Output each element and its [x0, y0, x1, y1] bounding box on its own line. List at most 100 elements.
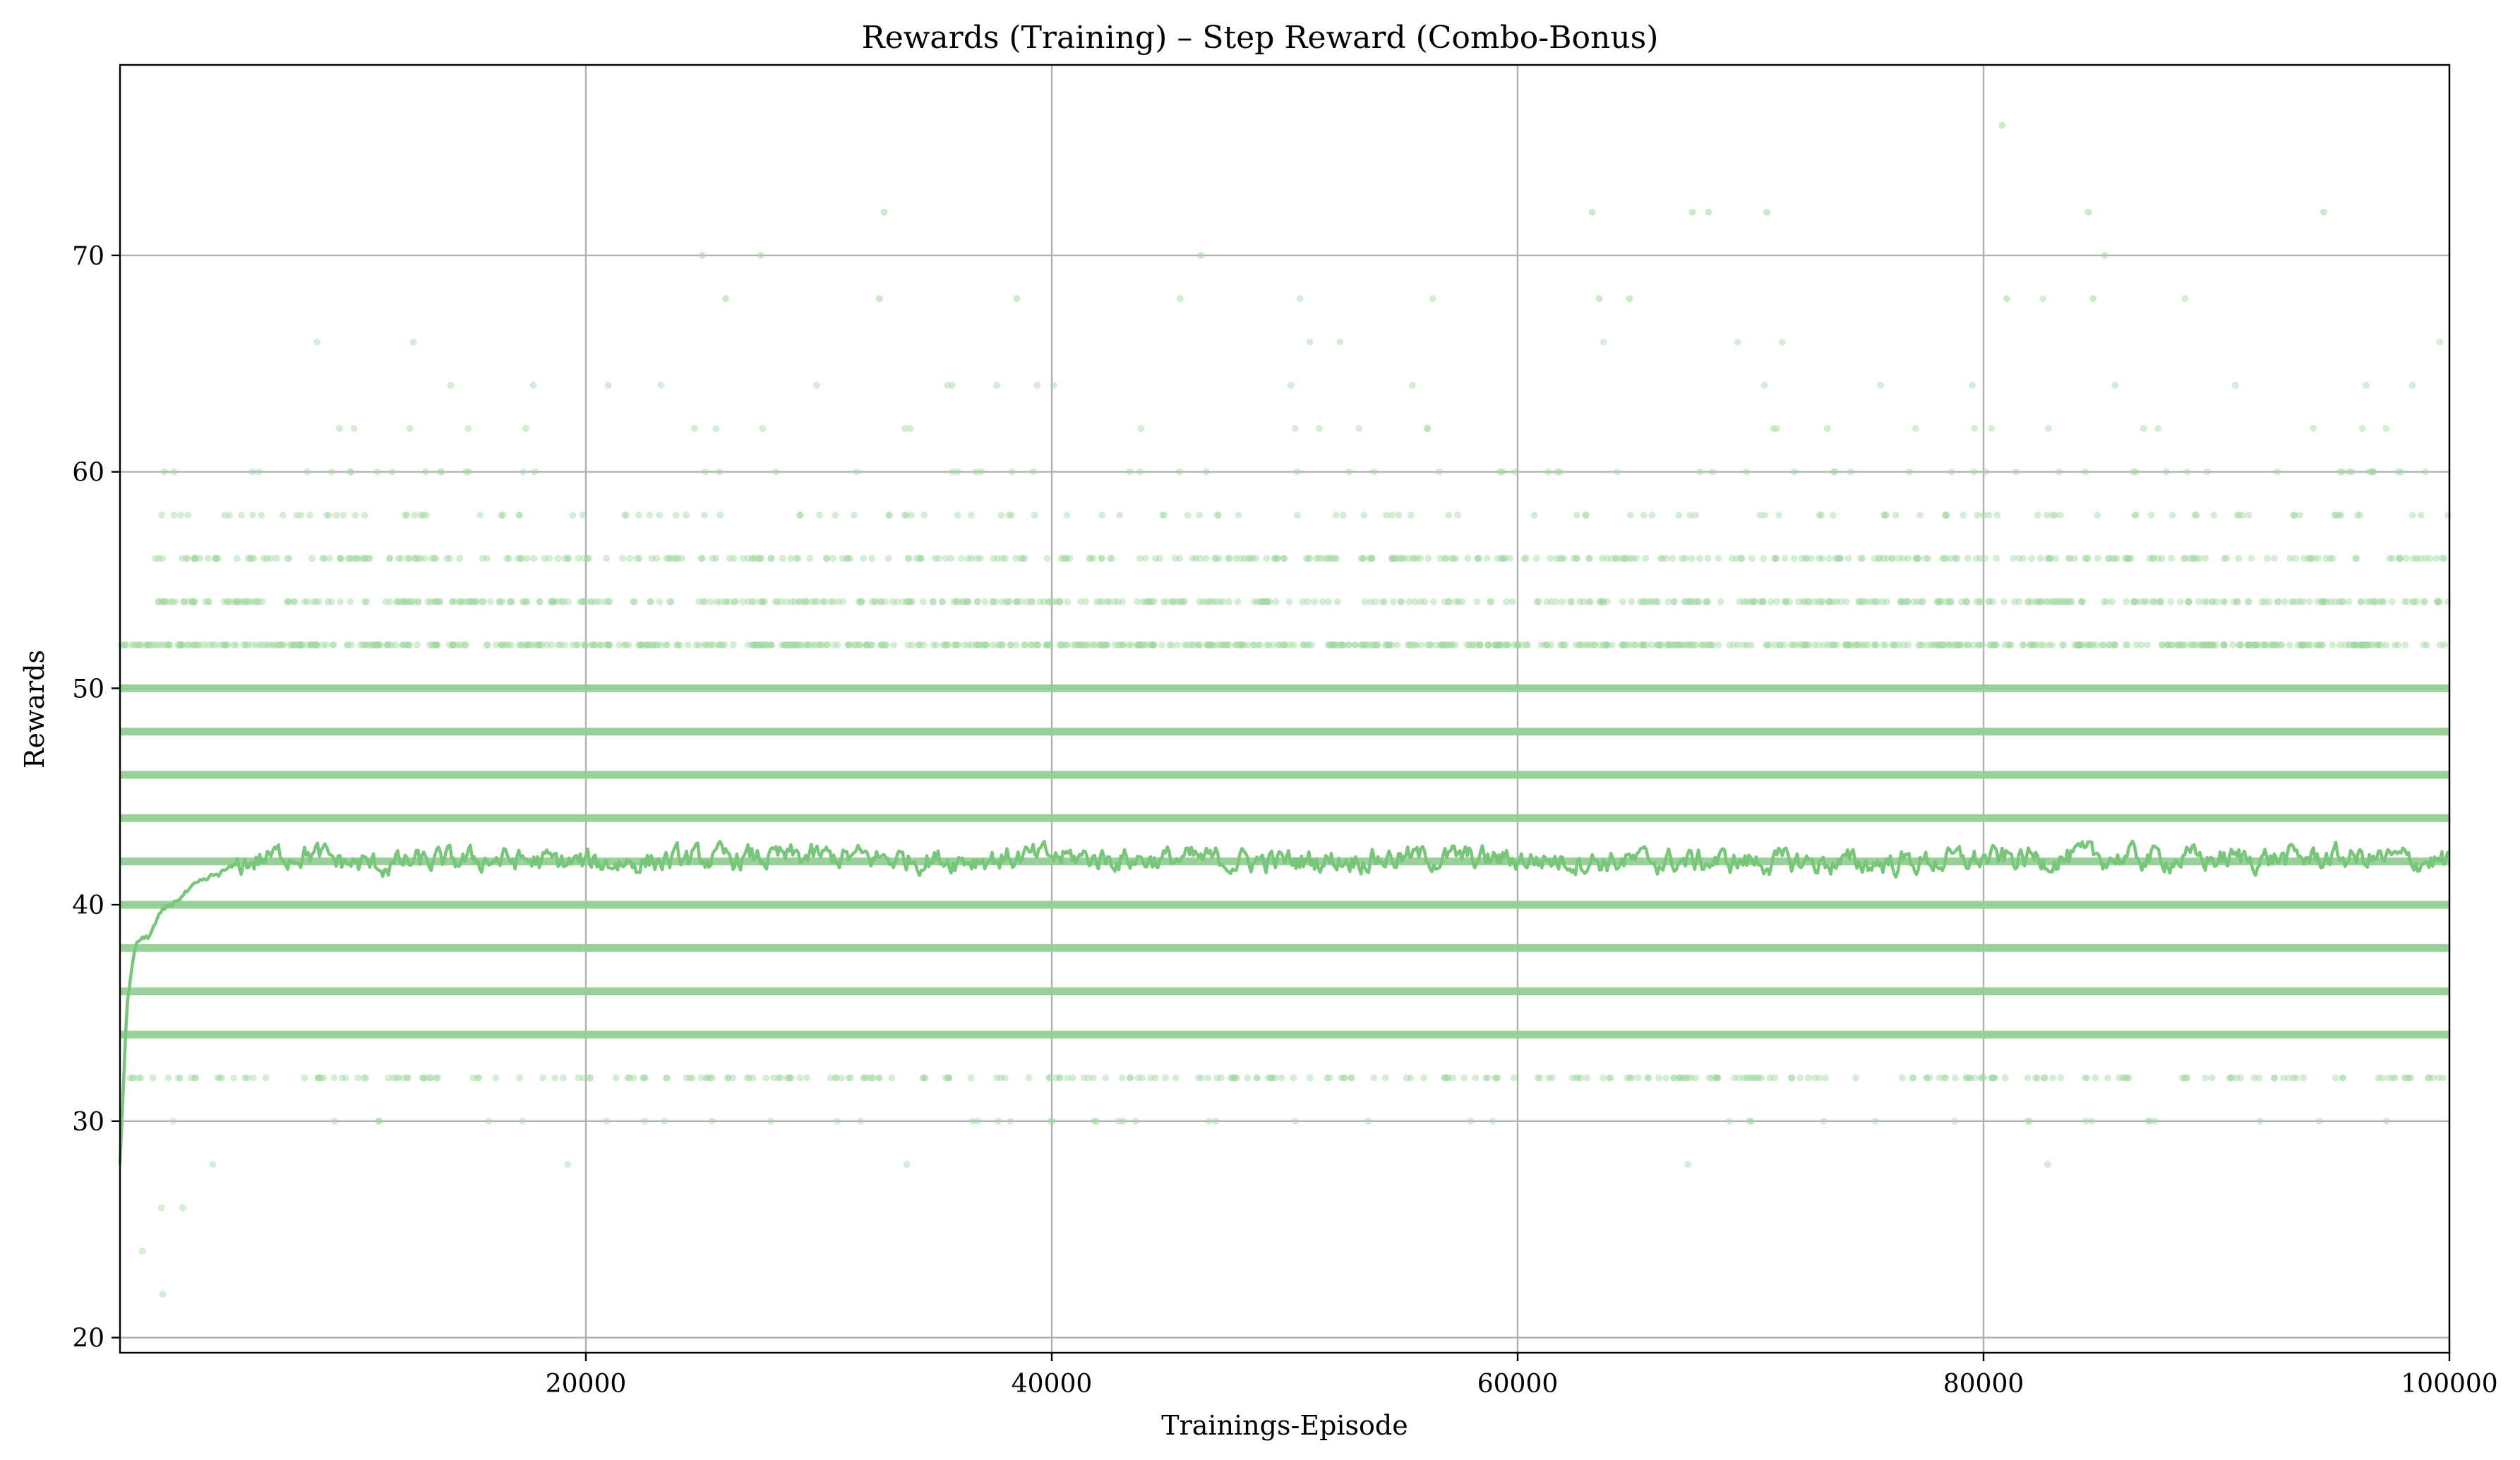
reward-point	[1871, 641, 1879, 649]
reward-point	[1028, 598, 1036, 605]
reward-point	[1045, 1074, 1053, 1082]
reward-point	[879, 641, 887, 649]
reward-point	[788, 598, 796, 605]
reward-point	[1939, 641, 1947, 649]
reward-point	[1713, 1074, 1721, 1082]
reward-point	[2265, 598, 2273, 605]
reward-point	[1667, 641, 1675, 649]
reward-point	[2290, 598, 2298, 605]
reward-point	[1290, 1074, 1297, 1082]
reward-point	[1369, 641, 1377, 649]
reward-point	[169, 1117, 177, 1125]
reward-point	[605, 641, 613, 649]
reward-point	[520, 598, 528, 605]
reward-point	[375, 641, 383, 649]
reward-point	[1655, 641, 1663, 649]
reward-point	[1205, 598, 1213, 605]
reward-point	[1499, 555, 1507, 562]
reward-point	[222, 641, 229, 649]
reward-point	[1087, 555, 1095, 562]
reward-point	[644, 641, 652, 649]
reward-point	[1902, 598, 1909, 605]
reward-point	[1532, 555, 1540, 562]
reward-point	[868, 641, 875, 649]
reward-point	[786, 641, 793, 649]
reward-point	[230, 1074, 238, 1082]
reward-point	[990, 555, 997, 562]
reward-point	[1135, 641, 1143, 649]
reward-point	[968, 641, 976, 649]
reward-point	[2320, 598, 2327, 605]
reward-point	[523, 641, 531, 649]
reward-point	[2339, 468, 2346, 476]
reward-point	[1141, 555, 1149, 562]
reward-point	[1864, 641, 1872, 649]
reward-point	[419, 511, 427, 519]
reward-point	[766, 641, 774, 649]
reward-point	[1059, 641, 1067, 649]
reward-point	[1513, 641, 1521, 649]
reward-point	[565, 555, 572, 562]
reward-point	[920, 1074, 928, 1082]
reward-point	[1646, 598, 1654, 605]
reward-point	[1946, 598, 1954, 605]
reward-point	[588, 641, 596, 649]
reward-point	[1115, 1117, 1122, 1125]
reward-point	[2031, 641, 2039, 649]
reward-point	[1150, 641, 1158, 649]
reward-point	[739, 555, 747, 562]
reward-point	[1489, 1117, 1496, 1125]
reward-point	[244, 1074, 251, 1082]
reward-point	[1825, 598, 1833, 605]
reward-point	[1031, 511, 1038, 519]
reward-point	[930, 598, 937, 605]
reward-point	[2132, 641, 2140, 649]
reward-point	[732, 598, 740, 605]
reward-point	[916, 555, 924, 562]
reward-point	[1207, 598, 1215, 605]
reward-point	[1748, 598, 1756, 605]
reward-point	[575, 555, 582, 562]
reward-point	[949, 468, 956, 476]
reward-point	[2420, 598, 2428, 605]
reward-point	[1174, 641, 1182, 649]
reward-point	[845, 1074, 853, 1082]
reward-point	[1948, 598, 1955, 605]
reward-point	[1473, 598, 1481, 605]
reward-point	[974, 1117, 982, 1125]
reward-point	[2149, 598, 2157, 605]
reward-point	[952, 641, 960, 649]
reward-point	[2418, 511, 2425, 519]
reward-point	[904, 598, 911, 605]
reward-point	[809, 641, 817, 649]
reward-point	[2066, 598, 2074, 605]
reward-point	[423, 511, 431, 519]
reward-point	[976, 641, 983, 649]
reward-point	[2084, 641, 2092, 649]
reward-point	[945, 1074, 953, 1082]
reward-point	[1436, 641, 1444, 649]
reward-point	[1117, 641, 1124, 649]
reward-point	[2226, 1074, 2233, 1082]
reward-point	[1677, 641, 1685, 649]
reward-point	[290, 598, 298, 605]
reward-point	[1111, 641, 1119, 649]
reward-point	[160, 598, 167, 605]
reward-point	[1560, 555, 1568, 562]
reward-point	[1771, 1074, 1779, 1082]
reward-point	[1582, 641, 1590, 649]
reward-point	[2353, 511, 2361, 519]
reward-point	[2019, 641, 2027, 649]
reward-point	[947, 555, 955, 562]
reward-point	[1973, 598, 1981, 605]
reward-point	[1621, 641, 1628, 649]
reward-point	[1704, 555, 1712, 562]
reward-point	[234, 598, 241, 605]
reward-point	[301, 598, 308, 605]
reward-point	[403, 1074, 411, 1082]
reward-point	[745, 1074, 753, 1082]
reward-point	[868, 598, 876, 605]
reward-point	[515, 511, 523, 519]
reward-point	[1590, 641, 1598, 649]
reward-point	[313, 338, 321, 346]
